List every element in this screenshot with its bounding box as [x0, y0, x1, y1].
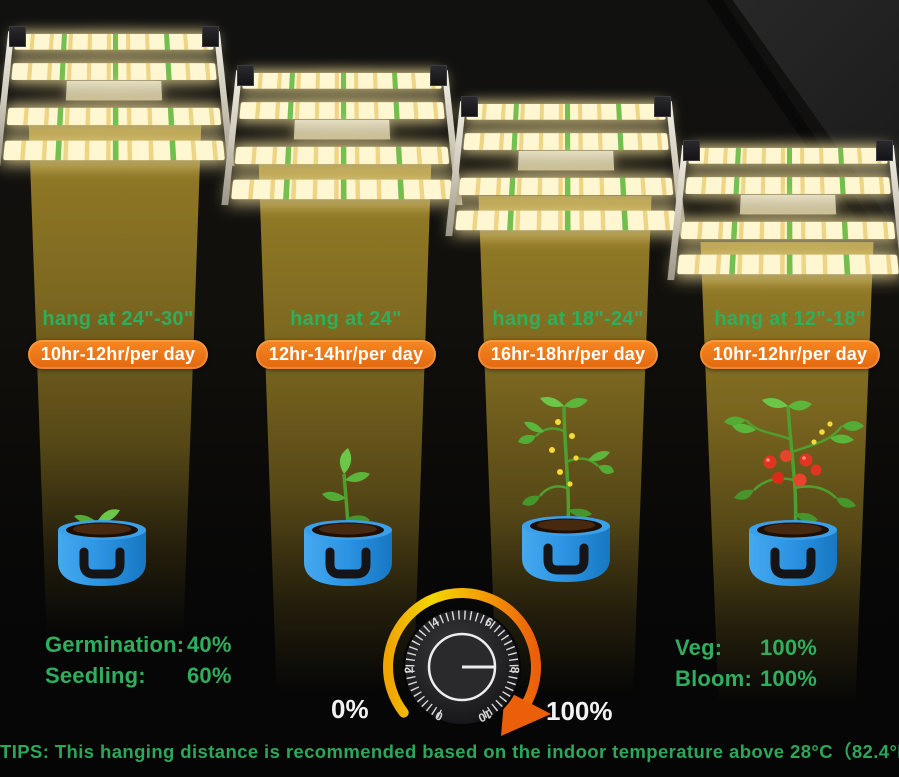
- hanger-bracket-icon: [9, 26, 26, 47]
- tomatoes: [763, 450, 822, 487]
- seedling: [322, 448, 370, 561]
- tips-text: TIPS: This hanging distance is recommend…: [0, 741, 899, 762]
- stat-label: Bloom:: [675, 666, 752, 691]
- grow-bag-pot: [522, 516, 610, 582]
- schedule-badge-4: 10hr-12hr/per day: [699, 340, 881, 369]
- hang-distance-label-1: hang at 24"-30": [42, 308, 194, 330]
- stat-value: 40%: [187, 632, 232, 657]
- schedule-badge-2: 12hr-14hr/per day: [255, 340, 437, 369]
- hang-distance-label-4: hang at 12"-18": [714, 308, 866, 330]
- hang-distance-label-3: hang at 18"-24": [492, 308, 644, 330]
- stats-left: Germination: 40% Seedling: 60%: [45, 632, 232, 689]
- plant-veg: [518, 397, 614, 582]
- hanger-bracket-icon: [876, 140, 893, 161]
- hanger-bracket-icon: [654, 96, 671, 117]
- plant-seedling: [304, 448, 392, 586]
- schedule-badge-1: 10hr-12hr/per day: [27, 340, 209, 369]
- hanger-bracket-icon: [461, 96, 478, 117]
- grow-light-fixture-4: [656, 113, 899, 309]
- hang-distance-label-2: hang at 24": [290, 308, 402, 330]
- flowers: [811, 421, 833, 445]
- dimmer-knob: 0 2 4 6 8 10: [383, 588, 551, 736]
- dial-min-label: 0%: [331, 694, 369, 724]
- stat-label: Seedling:: [45, 663, 146, 688]
- dial-number: 8: [508, 666, 522, 674]
- stat-label: Germination:: [45, 632, 185, 657]
- stat-value: 100%: [760, 635, 818, 660]
- bloom-plant: [724, 398, 864, 529]
- knob-tick-marks: [405, 610, 519, 719]
- grow-bag-pot: [58, 520, 146, 586]
- hanger-bracket-icon: [237, 65, 254, 86]
- dimmer-arrow-icon: [501, 690, 551, 736]
- dial-number: 2: [402, 666, 416, 674]
- dial-number: 10: [476, 707, 494, 725]
- stats-right: Veg: 100% Bloom: 100%: [675, 635, 817, 692]
- hanger-bracket-icon: [202, 26, 219, 47]
- stat-value: 100%: [760, 666, 818, 691]
- light-beam-2: [258, 158, 432, 703]
- grow-light-fixture-2: [210, 38, 474, 234]
- dial-max-label: 100%: [546, 696, 613, 726]
- grow-bag-pot: [304, 520, 392, 586]
- stat-label: Veg:: [675, 635, 723, 660]
- grow-light-fixture-1: [0, 0, 246, 195]
- plant-germination: [58, 509, 146, 586]
- grow-light-fixture-3: [434, 69, 698, 265]
- schedule-badge-3: 16hr-18hr/per day: [477, 340, 659, 369]
- hanger-bracket-icon: [683, 140, 700, 161]
- hanger-bracket-icon: [430, 65, 447, 86]
- flowers: [549, 419, 579, 487]
- dimmer-range-arc: [383, 588, 541, 720]
- stat-value: 60%: [187, 663, 232, 688]
- plant-bloom: [724, 398, 864, 586]
- veg-plant: [518, 397, 614, 525]
- grow-bag-pot: [749, 520, 837, 586]
